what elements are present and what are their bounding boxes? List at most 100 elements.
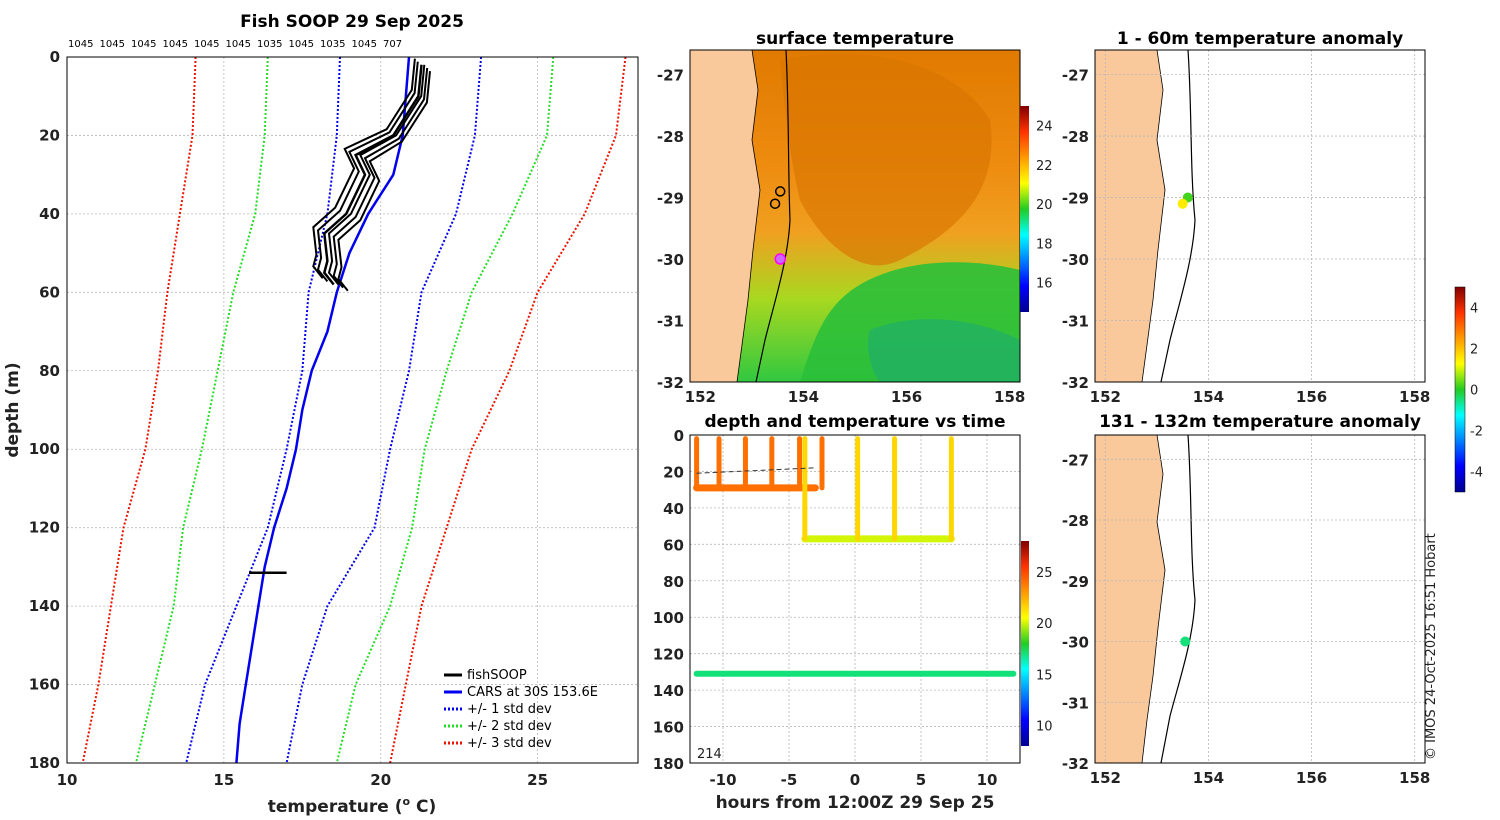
- y-tick-label: -30: [1062, 634, 1089, 652]
- watermark: © IMOS 24-Oct-2025 16:51 Hobart: [1424, 533, 1439, 760]
- shelf-contour: [1160, 50, 1196, 382]
- surface-x-ticks: 152 154 156 158: [685, 388, 1026, 406]
- x-tick-label: 15: [213, 771, 234, 789]
- y-tick-label: 20: [39, 126, 60, 144]
- sst-warm-core: [780, 53, 992, 266]
- y-tick-label: -31: [657, 313, 684, 331]
- colorbar-tick-label: 24: [1036, 120, 1053, 135]
- anom2-title: 131 - 132m temperature anomaly: [1099, 412, 1421, 432]
- series-fishsoop-cast: [316, 61, 419, 283]
- profile-x-label: temperature (o C): [268, 795, 437, 817]
- y-tick-label: 120: [653, 646, 684, 664]
- x-tick-label: -10: [709, 771, 736, 789]
- depth-time-plot: depth and temperature vs time -10 -5 0 5 10 …: [653, 412, 1053, 813]
- x-tick-label: 158: [994, 388, 1025, 406]
- top-count-label: 1035: [320, 39, 345, 50]
- x-tick-label: 20: [370, 771, 391, 789]
- x-tick-label: 156: [1296, 388, 1327, 406]
- anomaly-point: [1180, 636, 1191, 647]
- track-point: [769, 198, 781, 209]
- series-fishsoop-cast: [327, 64, 426, 286]
- x-tick-label: 154: [788, 388, 819, 406]
- profile-x-ticks: 10 15 20 25: [57, 771, 548, 789]
- x-tick-label: 156: [891, 388, 922, 406]
- legend-item-std3: +/- 3 std dev: [467, 736, 552, 751]
- y-tick-label: 40: [663, 500, 684, 518]
- legend-item-cars: CARS at 30S 153.6E: [467, 685, 598, 700]
- profile-grid: [67, 57, 638, 763]
- timeplot-x-ticks: -10 -5 0 5 10: [709, 771, 997, 789]
- anom1-points: [1177, 192, 1193, 209]
- colorbar-tick-label: 20: [1036, 617, 1053, 632]
- x-tick-label: 0: [850, 771, 860, 789]
- timeplot-grid: [690, 435, 1020, 763]
- x-tick-label: 154: [1193, 769, 1224, 787]
- legend-item-std1: +/- 1 std dev: [467, 702, 552, 717]
- y-tick-label: 80: [39, 362, 60, 380]
- anom1-title: 1 - 60m temperature anomaly: [1117, 29, 1403, 49]
- surface-title: surface temperature: [756, 29, 954, 49]
- surface-temperature-map: surface temperature 152 154 156 158 -27-28-…: [657, 29, 1053, 406]
- y-tick-label: 140: [29, 597, 60, 615]
- reference-line: [696, 467, 816, 474]
- profile-y-label: depth (m): [3, 362, 23, 457]
- y-tick-label: 100: [29, 440, 60, 458]
- y-tick-label: -31: [1062, 694, 1089, 712]
- y-tick-label: 0: [50, 48, 60, 66]
- timeplot-corner-label: 214: [697, 747, 722, 762]
- top-count-label: 1035: [257, 39, 282, 50]
- legend-item-fishsoop: fishSOOP: [467, 668, 527, 683]
- y-tick-label: 60: [663, 536, 684, 554]
- y-tick-label: 80: [663, 573, 684, 591]
- timeplot-x-label: hours from 12:00Z 29 Sep 25: [716, 793, 995, 813]
- profile-axes-frame: [66, 56, 639, 764]
- top-count-label: 1045: [289, 39, 314, 50]
- anom2-axes-frame: [1094, 434, 1426, 764]
- y-tick-label: -30: [657, 251, 684, 269]
- land-mask: [1095, 50, 1166, 382]
- anom2-points: [1180, 636, 1191, 647]
- colorbar-tick-label: 10: [1036, 720, 1053, 735]
- colorbar-tick-label: -2: [1470, 425, 1483, 440]
- sst-cool-core: [868, 319, 1020, 382]
- series-1-std-dev-low: [185, 56, 341, 764]
- timeplot-colorbar: [1021, 541, 1029, 746]
- y-tick-label: -30: [1062, 251, 1089, 269]
- x-tick-label: 10: [977, 771, 998, 789]
- anom1-x-ticks: 152 154 156 158: [1090, 388, 1431, 406]
- top-count-label: 1045: [100, 39, 125, 50]
- x-tick-label: 158: [1399, 388, 1430, 406]
- profile-title: Fish SOOP 29 Sep 2025: [240, 12, 464, 32]
- shelf-contour: [1160, 435, 1196, 763]
- timeplot-colorbar-ticks: 25 20 15 10: [1036, 566, 1053, 735]
- top-count-label: 1045: [352, 39, 377, 50]
- colorbar-tick-label: 22: [1036, 159, 1053, 174]
- y-tick-label: -28: [1062, 512, 1089, 530]
- profile-lines: [81, 56, 627, 764]
- series-cars-at-30s-153-6e: [235, 56, 411, 764]
- anom2-map-area: [1095, 435, 1196, 763]
- y-tick-label: -32: [657, 374, 684, 392]
- y-tick-label: 120: [29, 519, 60, 537]
- profile-y-ticks: 0 20 40 60 80 100 120 140 160 180: [29, 48, 60, 772]
- x-tick-label: 152: [1090, 388, 1121, 406]
- y-tick-label: 100: [653, 609, 684, 627]
- x-tick-label: 5: [916, 771, 926, 789]
- y-tick-label: -29: [1062, 190, 1089, 208]
- profile-legend: fishSOOP CARS at 30S 153.6E +/- 1 std de…: [444, 668, 598, 751]
- colorbar-tick-label: 4: [1470, 302, 1478, 317]
- anom1-axes-frame: [1094, 49, 1426, 383]
- x-tick-label: -5: [781, 771, 798, 789]
- x-tick-label: 152: [1090, 769, 1121, 787]
- y-tick-label: -32: [1062, 755, 1089, 773]
- top-count-label: 1045: [68, 39, 93, 50]
- y-tick-label: -29: [1062, 573, 1089, 591]
- series-2-std-dev-low: [135, 56, 269, 764]
- top-count-label: 1045: [163, 39, 188, 50]
- anom1-map-area: [1095, 50, 1196, 382]
- y-tick-label: 160: [29, 676, 60, 694]
- colorbar-tick-label: 18: [1036, 237, 1053, 252]
- timeplot-axes-frame: [689, 434, 1021, 764]
- y-tick-label: 180: [653, 755, 684, 773]
